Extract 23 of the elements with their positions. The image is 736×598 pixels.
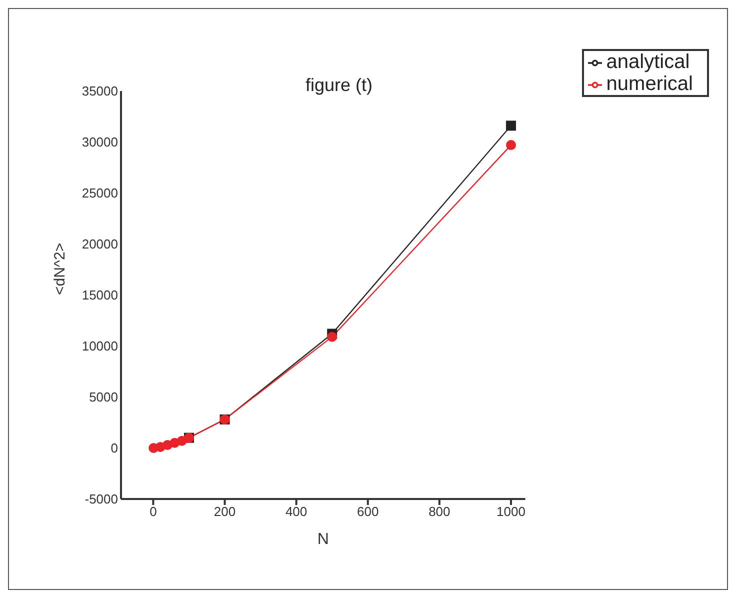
y-tick-label: 30000 — [82, 134, 118, 150]
y-axis-title: <dN^2> — [51, 242, 68, 295]
point — [327, 332, 338, 342]
y-tick-label: -5000 — [84, 492, 118, 507]
x-tick-label: 200 — [214, 504, 236, 520]
chart-title: figure (t) — [304, 75, 374, 96]
legend-label: numerical — [606, 73, 693, 95]
x-tick-label: 800 — [428, 504, 450, 520]
x-tick-label: 1000 — [496, 504, 526, 520]
y-tick-label: 0 — [110, 440, 118, 456]
y-tick-label: 10000 — [82, 338, 118, 354]
y-tick-label: 20000 — [82, 236, 118, 252]
point — [506, 140, 516, 150]
y-tick-label: 25000 — [82, 186, 118, 201]
y-tick-label: 5000 — [89, 390, 118, 405]
y-tick-label: 35000 — [82, 84, 118, 99]
point — [506, 120, 516, 131]
x-tick-label: 600 — [357, 504, 379, 520]
x-tick-label: 400 — [285, 504, 308, 520]
x-tick-label: 0 — [150, 504, 157, 520]
y-tick-label: 15000 — [82, 288, 118, 303]
legend-label: analytical — [606, 51, 690, 73]
x-axis-title: N — [317, 531, 329, 548]
